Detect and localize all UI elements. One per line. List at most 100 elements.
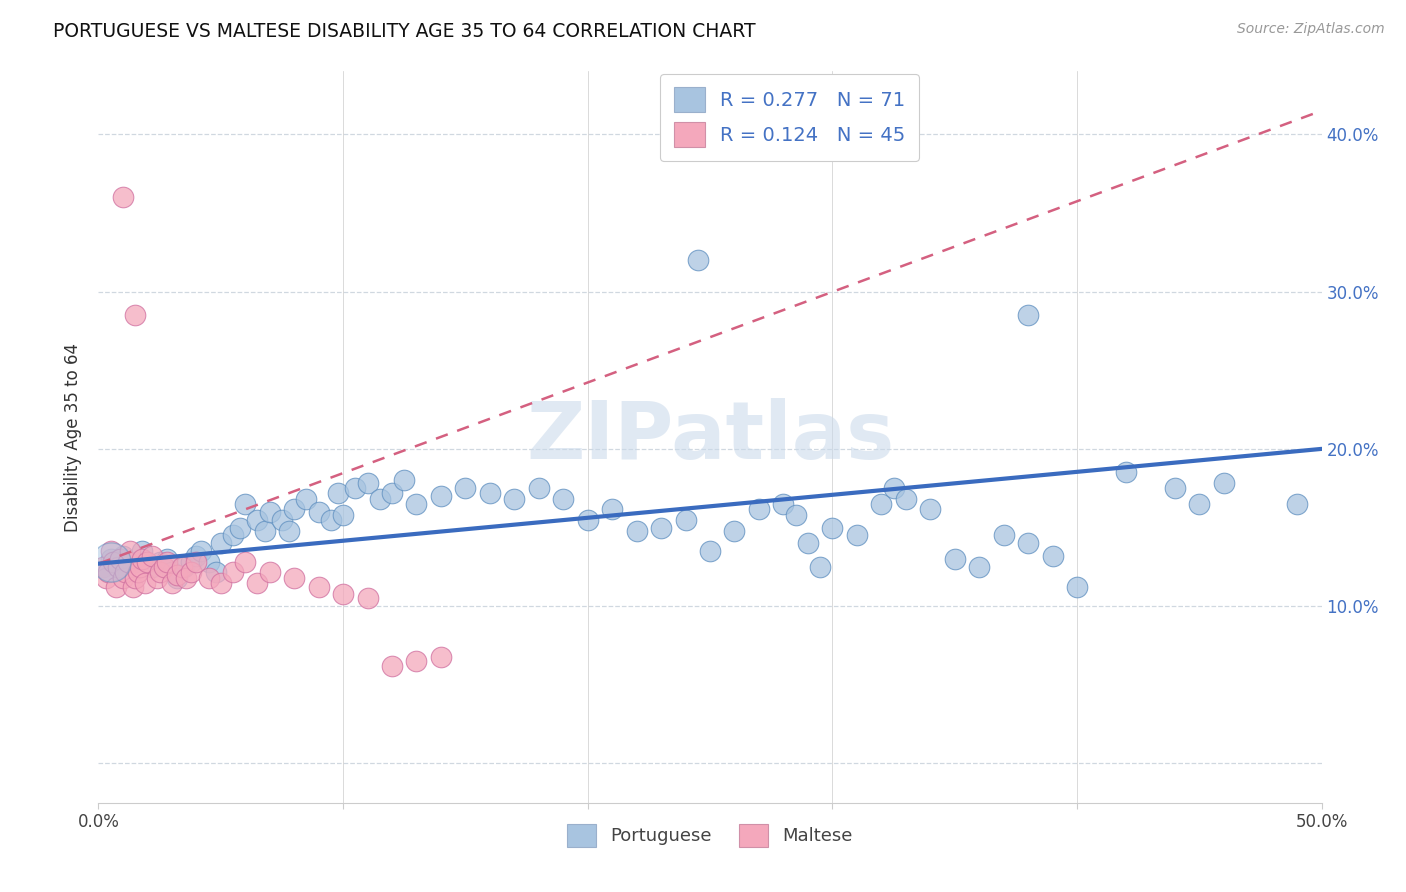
Point bbox=[943, 552, 966, 566]
Point bbox=[180, 555, 202, 569]
Point bbox=[166, 567, 188, 582]
Point bbox=[156, 552, 179, 566]
Point bbox=[1188, 497, 1211, 511]
Point bbox=[160, 575, 183, 590]
Point bbox=[136, 555, 159, 569]
Point bbox=[134, 575, 156, 590]
Point bbox=[576, 513, 599, 527]
Point bbox=[101, 555, 124, 569]
Point bbox=[270, 513, 294, 527]
Point bbox=[772, 497, 794, 511]
Point bbox=[131, 552, 153, 566]
Point bbox=[117, 555, 139, 569]
Point bbox=[650, 520, 672, 534]
Point bbox=[94, 571, 117, 585]
Point bbox=[205, 565, 228, 579]
Point bbox=[675, 513, 697, 527]
Point bbox=[176, 571, 198, 585]
Point bbox=[209, 536, 232, 550]
Point bbox=[121, 580, 143, 594]
Text: Source: ZipAtlas.com: Source: ZipAtlas.com bbox=[1237, 22, 1385, 37]
Point bbox=[253, 524, 276, 538]
Point bbox=[344, 481, 367, 495]
Point bbox=[845, 528, 868, 542]
Point bbox=[785, 508, 807, 522]
Point bbox=[209, 575, 232, 590]
Point bbox=[111, 549, 134, 563]
Point bbox=[186, 549, 208, 563]
Point bbox=[131, 544, 153, 558]
Point bbox=[308, 580, 330, 594]
Point bbox=[405, 654, 427, 668]
Point bbox=[111, 571, 134, 585]
Point bbox=[107, 559, 129, 574]
Point bbox=[160, 565, 183, 579]
Point bbox=[368, 492, 391, 507]
Point bbox=[430, 649, 453, 664]
Point bbox=[894, 492, 917, 507]
Point bbox=[166, 571, 188, 585]
Text: PORTUGUESE VS MALTESE DISABILITY AGE 35 TO 64 CORRELATION CHART: PORTUGUESE VS MALTESE DISABILITY AGE 35 … bbox=[53, 22, 756, 41]
Point bbox=[478, 486, 501, 500]
Point bbox=[104, 580, 127, 594]
Point bbox=[1115, 466, 1137, 480]
Point bbox=[222, 528, 245, 542]
Point bbox=[308, 505, 330, 519]
Point bbox=[190, 544, 212, 558]
Point bbox=[527, 481, 550, 495]
Point bbox=[553, 492, 575, 507]
Point bbox=[454, 481, 477, 495]
Point bbox=[180, 565, 202, 579]
Point bbox=[295, 492, 318, 507]
Point bbox=[197, 571, 219, 585]
Point bbox=[1042, 549, 1064, 563]
Point bbox=[120, 544, 142, 558]
Point bbox=[392, 473, 416, 487]
Point bbox=[229, 520, 252, 534]
Point bbox=[197, 555, 219, 569]
Point bbox=[124, 308, 146, 322]
Point bbox=[748, 501, 770, 516]
Point bbox=[149, 555, 172, 569]
Point bbox=[124, 571, 146, 585]
Point bbox=[821, 520, 844, 534]
Point bbox=[808, 559, 831, 574]
Point bbox=[356, 591, 378, 606]
Point bbox=[332, 508, 354, 522]
Point bbox=[100, 555, 122, 569]
Point bbox=[328, 486, 350, 500]
Point bbox=[246, 575, 269, 590]
Point bbox=[149, 565, 172, 579]
Point bbox=[797, 536, 820, 550]
Point bbox=[1212, 476, 1234, 491]
Point bbox=[1066, 580, 1088, 594]
Point bbox=[319, 513, 342, 527]
Point bbox=[146, 571, 169, 585]
Point bbox=[186, 555, 208, 569]
Point bbox=[600, 501, 623, 516]
Point bbox=[993, 528, 1015, 542]
Point bbox=[110, 552, 132, 566]
Point bbox=[503, 492, 526, 507]
Point bbox=[173, 559, 195, 574]
Y-axis label: Disability Age 35 to 64: Disability Age 35 to 64 bbox=[65, 343, 83, 532]
Point bbox=[129, 559, 152, 574]
Point bbox=[259, 565, 281, 579]
Point bbox=[883, 481, 905, 495]
Point bbox=[1164, 481, 1187, 495]
Point bbox=[127, 565, 149, 579]
Point bbox=[1017, 536, 1039, 550]
Point bbox=[278, 524, 301, 538]
Point bbox=[124, 555, 146, 569]
Point bbox=[1286, 497, 1309, 511]
Point bbox=[97, 565, 120, 579]
Point bbox=[626, 524, 648, 538]
Point bbox=[91, 559, 114, 574]
Point bbox=[100, 552, 122, 566]
Point bbox=[222, 565, 245, 579]
Legend: Portuguese, Maltese: Portuguese, Maltese bbox=[554, 811, 866, 860]
Point bbox=[699, 544, 721, 558]
Point bbox=[233, 555, 256, 569]
Point bbox=[686, 253, 709, 268]
Point bbox=[1017, 308, 1039, 322]
